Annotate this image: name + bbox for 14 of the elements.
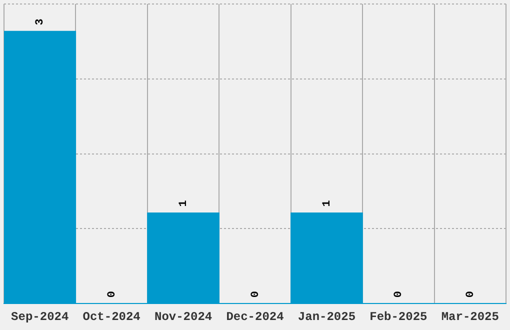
data-label: 1 — [178, 200, 190, 207]
x-tick-label: Sep-2024 — [11, 310, 69, 324]
data-label: 0 — [106, 290, 118, 298]
data-label: 0 — [464, 290, 477, 298]
x-tick-label: Nov-2024 — [154, 310, 212, 324]
data-label: 0 — [250, 290, 262, 298]
data-label: 1 — [321, 200, 334, 207]
x-tick-label: Mar-2025 — [441, 310, 499, 324]
data-label: 0 — [393, 290, 406, 298]
x-tick-label: Dec-2024 — [226, 310, 284, 324]
x-tick-label: Feb-2025 — [370, 310, 428, 324]
x-tick-label: Oct-2024 — [82, 310, 140, 324]
x-tick-label: Jan-2025 — [298, 310, 356, 324]
data-label: 3 — [34, 18, 47, 26]
